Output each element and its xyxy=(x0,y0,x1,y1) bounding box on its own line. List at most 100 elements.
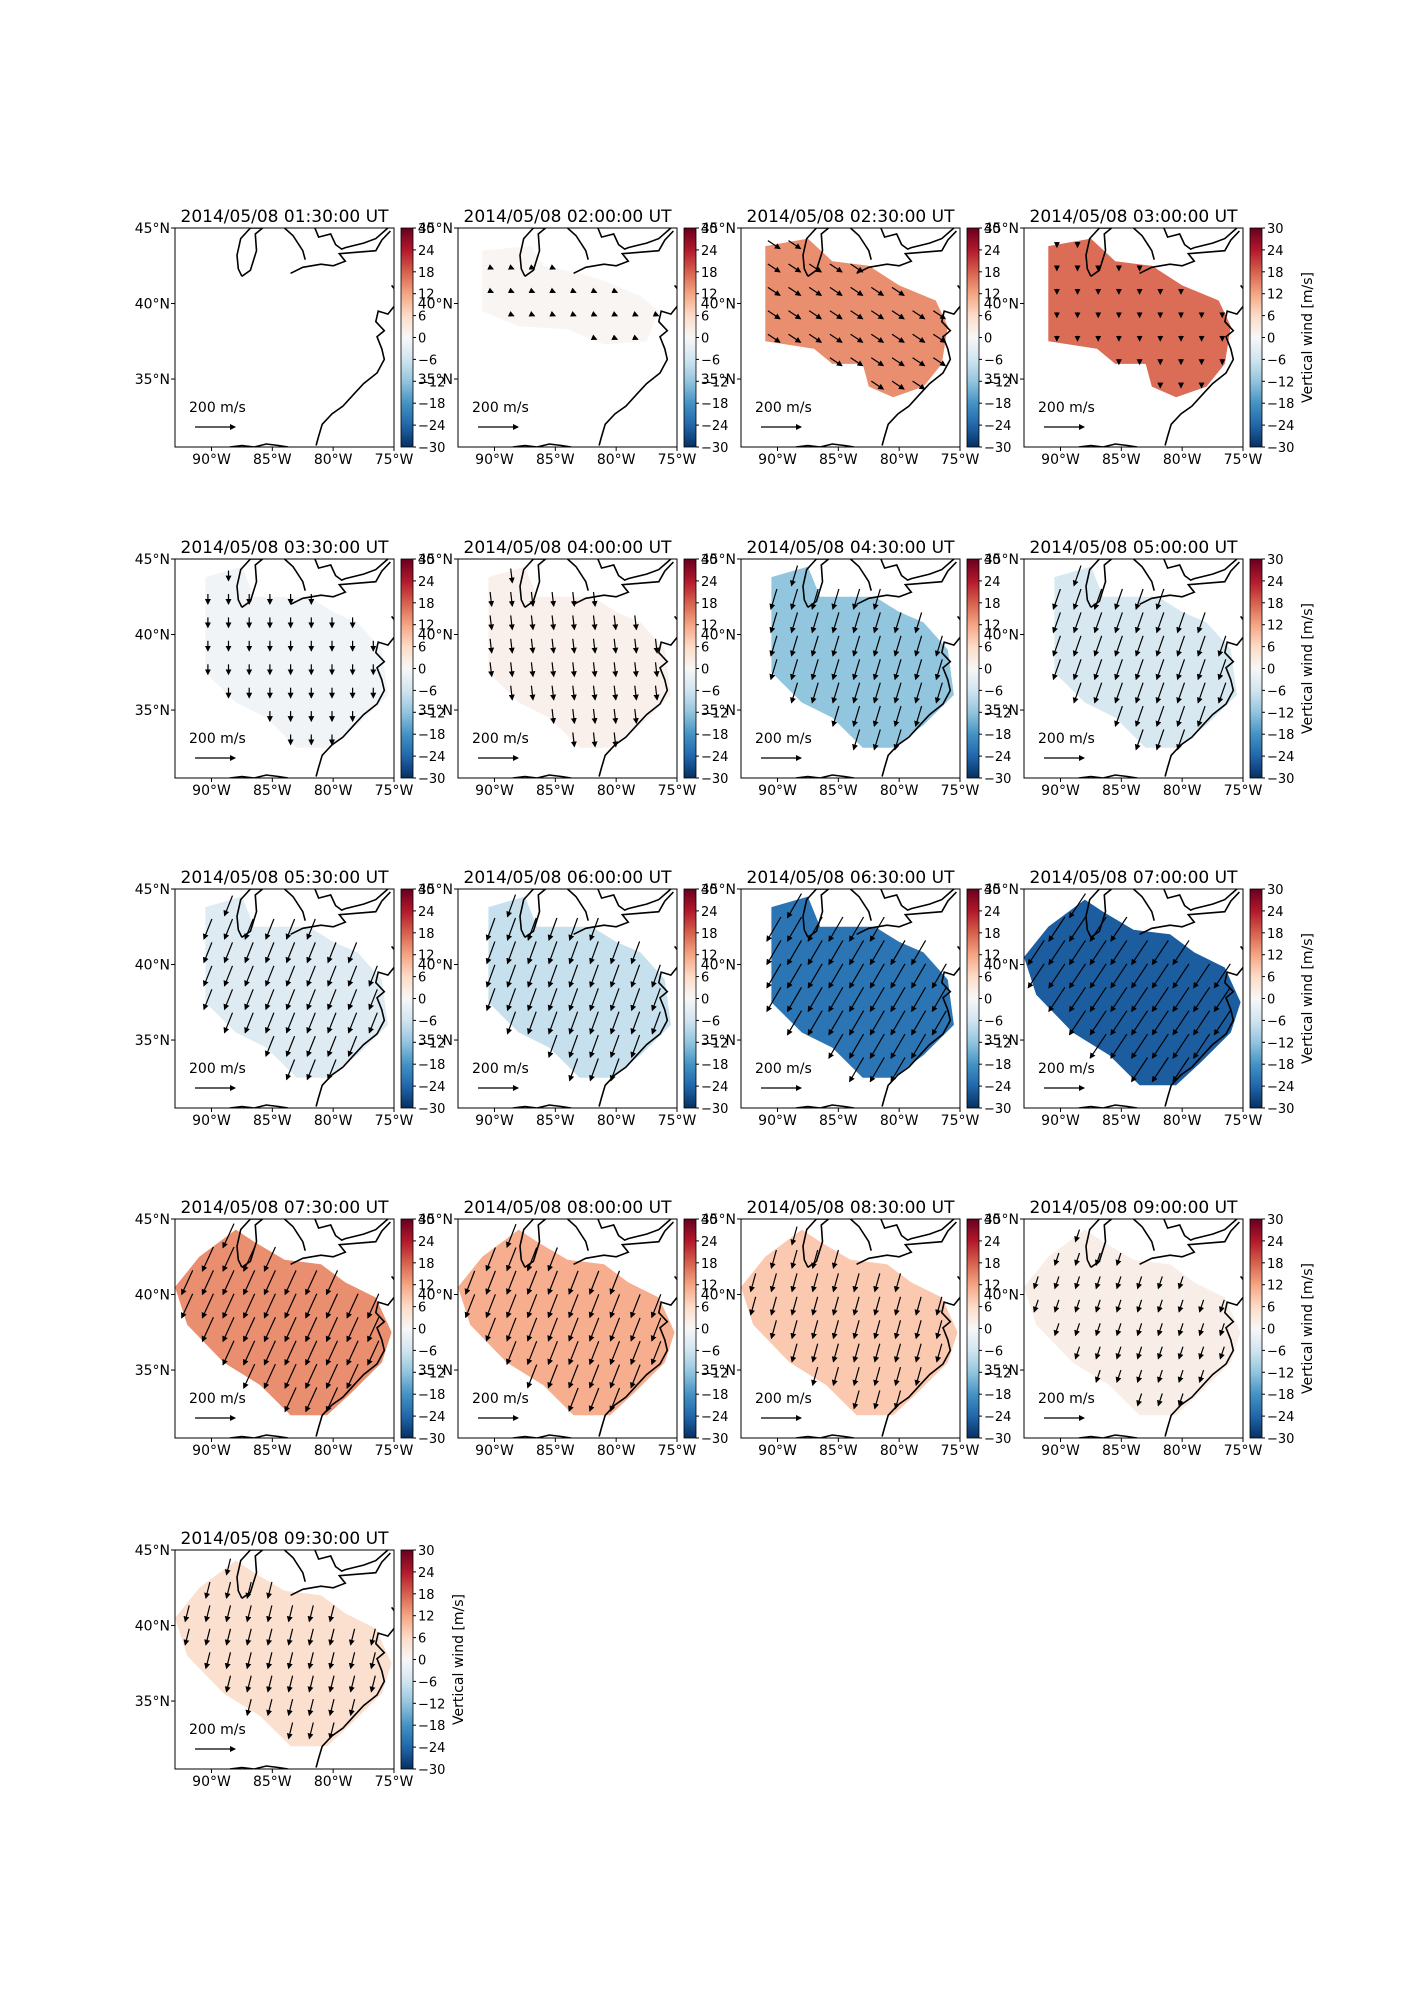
wind-arrow xyxy=(1110,1010,1128,1036)
wind-arrow xyxy=(893,659,902,681)
colorbar-tick-label: 30 xyxy=(1267,222,1284,237)
wind-arrow xyxy=(912,380,926,390)
wind-arrow xyxy=(570,638,577,654)
wind-arrow xyxy=(1172,963,1190,989)
colorbar-tick-label: 24 xyxy=(984,905,1001,920)
wind-arrow xyxy=(223,965,234,987)
colorbar-tick-label: −12 xyxy=(984,375,1011,390)
wind-arrow xyxy=(285,942,296,964)
colorbar-tick-label: −24 xyxy=(984,1080,1011,1095)
wind-arrow xyxy=(527,1011,537,1035)
wind-arrow xyxy=(1094,1276,1101,1290)
wind-arrow xyxy=(632,638,639,654)
wind-arrow xyxy=(243,1340,256,1366)
colorbar-tick-label: −6 xyxy=(418,1675,437,1690)
wind-arrow xyxy=(632,685,639,701)
colorbar-tick-label: −30 xyxy=(1267,772,1294,787)
wind-arrow xyxy=(224,1652,232,1670)
coastline xyxy=(283,889,306,921)
wind-arrow xyxy=(305,1293,318,1319)
wind-arrow xyxy=(243,1270,256,1296)
wind-arrow xyxy=(506,917,517,941)
wind-arrow xyxy=(873,1343,881,1363)
wind-arrow xyxy=(181,1293,194,1319)
wind-arrow xyxy=(828,1033,844,1059)
wind-arrow xyxy=(630,1034,641,1059)
panel-title: 2014/05/08 02:00:00 UT xyxy=(464,207,673,227)
wind-arrow xyxy=(550,685,557,701)
lat-tick-label: 40°N xyxy=(418,628,453,644)
wind-arrow xyxy=(914,659,923,681)
wind-arrow xyxy=(1136,1346,1143,1360)
wind-arrow xyxy=(890,1010,906,1036)
map-panel: 200 m/s 2014/05/08 06:30:00 UT 90°W 85°W 80°… xyxy=(701,868,1012,1129)
lon-tick-label: 85°W xyxy=(253,1443,292,1459)
colorbar-tick-label: 12 xyxy=(418,949,435,964)
map-frame xyxy=(174,1218,395,1439)
wind-arrow xyxy=(650,1317,662,1342)
colorbar-tick-label: 6 xyxy=(418,971,426,986)
wind-arrow xyxy=(266,1605,273,1623)
lat-tick-label: 35°N xyxy=(135,1033,170,1049)
colorbar-tick-label: −24 xyxy=(701,1410,728,1425)
wind-arrow xyxy=(1151,986,1169,1013)
quiver-key-label: 200 m/s xyxy=(755,731,812,747)
wind-arrow xyxy=(609,1058,620,1082)
wind-arrow xyxy=(1072,635,1082,657)
wind-arrow xyxy=(893,1320,902,1340)
lon-tick-label: 80°W xyxy=(597,783,636,799)
map-panel: 200 m/s 2014/05/08 03:00:00 UT 90°W 85°W 80°… xyxy=(984,207,1316,468)
wind-arrow xyxy=(1193,986,1211,1013)
wind-arrow xyxy=(869,916,885,942)
coastline xyxy=(1132,1219,1155,1251)
wind-arrow xyxy=(1089,986,1107,1013)
wind-arrow xyxy=(831,588,840,610)
lon-tick-label: 80°W xyxy=(1163,452,1202,468)
colorbar-tick-label: 24 xyxy=(701,1235,718,1250)
wind-arrow xyxy=(769,1296,777,1316)
wind-arrow xyxy=(589,941,599,965)
wind-arrow xyxy=(1115,1252,1122,1266)
coastline xyxy=(236,1219,264,1268)
lat-tick-label: 40°N xyxy=(418,958,453,974)
wind-arrow xyxy=(609,964,620,988)
wind-arrow xyxy=(224,1675,232,1693)
panel-title: 2014/05/08 02:30:00 UT xyxy=(747,207,956,227)
wind-arrow xyxy=(893,682,902,704)
coastline xyxy=(856,230,957,275)
coastline xyxy=(849,1219,872,1251)
coastline xyxy=(283,228,306,260)
map-content xyxy=(482,228,677,447)
colorbar-tick-label: −12 xyxy=(418,1366,445,1381)
lon-tick-label: 75°W xyxy=(1224,1443,1263,1459)
map-frame xyxy=(1023,1218,1244,1439)
wind-arrow xyxy=(589,1011,599,1035)
wind-arrow xyxy=(266,1581,273,1599)
vertical-wind-region xyxy=(458,1229,675,1416)
wind-arrow xyxy=(485,1317,496,1342)
wind-arrow xyxy=(1131,986,1149,1013)
wind-arrow xyxy=(609,1340,621,1366)
wind-arrow xyxy=(1134,729,1144,751)
wind-arrow xyxy=(266,1698,273,1717)
wind-arrow xyxy=(1072,682,1082,704)
map-panel: 200 m/s 2014/05/08 07:00:00 UT 90°W 85°W 80°… xyxy=(984,868,1316,1129)
wind-arrow xyxy=(612,685,619,701)
colorbar xyxy=(683,558,697,779)
wind-arrow xyxy=(1193,1010,1211,1036)
wind-arrow xyxy=(1196,705,1206,728)
wind-arrow xyxy=(348,1628,356,1646)
wind-arrow xyxy=(767,263,781,273)
map-frame xyxy=(740,1218,961,1439)
colorbar xyxy=(966,227,980,448)
wind-arrow xyxy=(284,1293,297,1319)
colorbar-tick-label: 18 xyxy=(418,1257,435,1272)
wind-arrow xyxy=(550,709,557,725)
coastline xyxy=(512,774,572,778)
colorbar-tick-label: 30 xyxy=(701,1213,718,1228)
map-frame xyxy=(740,227,961,448)
map-content xyxy=(1024,889,1243,1108)
wind-arrow xyxy=(1134,705,1144,728)
panel-title: 2014/05/08 09:00:00 UT xyxy=(1030,1198,1239,1218)
wind-arrow xyxy=(1177,1299,1184,1313)
